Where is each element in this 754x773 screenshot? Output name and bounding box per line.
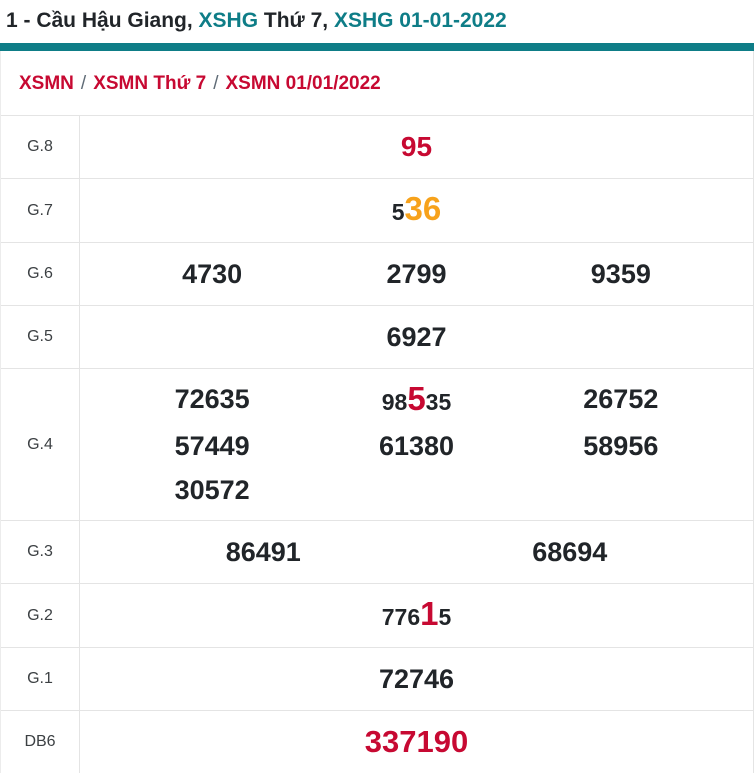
highlighted-digits: 1 bbox=[420, 595, 439, 632]
number-digits: 72635 bbox=[174, 384, 250, 414]
breadcrumb-link-0[interactable]: XSMN bbox=[19, 73, 74, 94]
prize-label: G.6 bbox=[1, 243, 80, 305]
prize-label: G.2 bbox=[1, 584, 80, 647]
prize-values: 337190 bbox=[80, 711, 753, 773]
prize-values: 536 bbox=[80, 179, 753, 242]
number-digits: 98 bbox=[381, 389, 408, 415]
breadcrumb-separator: / bbox=[213, 73, 219, 94]
number-digits: 26752 bbox=[583, 384, 659, 414]
prize-label: G.5 bbox=[1, 306, 80, 368]
prize-number: 58956 bbox=[583, 424, 658, 468]
prize-label: G.8 bbox=[1, 116, 80, 178]
prize-row-g3: G.3 86491 68694 bbox=[1, 520, 753, 583]
prize-number: 61380 bbox=[379, 424, 454, 468]
prize-values: 77615 bbox=[80, 584, 753, 647]
number-digits: 68694 bbox=[532, 537, 608, 567]
prize-label: DB6 bbox=[1, 711, 80, 773]
page-title: 1 - Cầu Hậu Giang, XSHG Thứ 7, XSHG 01-0… bbox=[0, 0, 754, 43]
prize-values: 86491 68694 bbox=[80, 521, 753, 583]
prize-label: G.1 bbox=[1, 648, 80, 710]
number-digits: 57449 bbox=[174, 431, 250, 461]
prize-values: 6927 bbox=[80, 306, 753, 368]
prize-number: 95 bbox=[401, 125, 432, 169]
number-digits: 58956 bbox=[583, 431, 659, 461]
prize-row-db6: DB6 337190 bbox=[1, 710, 753, 773]
highlighted-digits: 36 bbox=[404, 190, 442, 227]
prize-label: G.7 bbox=[1, 179, 80, 242]
prize-row-g6: G.6 4730 2799 9359 bbox=[1, 242, 753, 305]
prize-row-g2: G.2 77615 bbox=[1, 583, 753, 647]
number-digits: 5 bbox=[391, 199, 405, 225]
results-card: XSMN / XSMN Thứ 7 / XSMN 01/01/2022 G.8 95 G.7… bbox=[0, 51, 754, 773]
prize-row-g7: G.7 536 bbox=[1, 178, 753, 242]
prize-label: G.3 bbox=[1, 521, 80, 583]
prize-number: 4730 bbox=[182, 252, 242, 296]
prize-number: 86491 bbox=[226, 530, 301, 574]
prize-row-g8: G.8 95 bbox=[1, 115, 753, 178]
number-digits: 61380 bbox=[378, 431, 455, 461]
breadcrumb-link-1[interactable]: XSMN Thứ 7 bbox=[93, 73, 207, 94]
breadcrumb-separator: / bbox=[80, 73, 87, 94]
number-digits: 30572 bbox=[174, 475, 250, 505]
teal-accent-bar bbox=[0, 43, 754, 51]
prize-row-g4: G.4 72635 98535 26752 57449 61380 58956 30572 bbox=[1, 368, 753, 520]
prize-label: G.4 bbox=[1, 369, 80, 520]
prize-number: 2799 bbox=[386, 252, 446, 296]
prize-values: 4730 2799 9359 bbox=[80, 243, 753, 305]
number-digits: 6927 bbox=[386, 322, 447, 352]
prize-row-g1: G.1 72746 bbox=[1, 647, 753, 710]
number-digits: 2799 bbox=[386, 259, 447, 289]
prize-number: 536 bbox=[392, 187, 442, 234]
prize-number: 72746 bbox=[379, 657, 454, 701]
prize-number: 6927 bbox=[386, 315, 446, 359]
title-link-xshg-date[interactable]: XSHG 01-01-2022 bbox=[333, 9, 507, 32]
results-table: G.8 95 G.7 536 G.6 4730 2799 9359 G.5 6927 G.4 7263… bbox=[1, 115, 753, 773]
number-digits: 9359 bbox=[590, 259, 651, 289]
number-digits: 776 bbox=[381, 604, 421, 630]
number-digits: 35 bbox=[425, 389, 452, 415]
title-text-mid: Thứ 7, bbox=[258, 9, 334, 32]
number-digits: 72746 bbox=[378, 664, 455, 694]
prize-values: 72746 bbox=[80, 648, 753, 710]
breadcrumb-link-2[interactable]: XSMN 01/01/2022 bbox=[225, 73, 381, 94]
prize-number: 26752 bbox=[583, 377, 658, 424]
title-link-xshg[interactable]: XSHG bbox=[198, 9, 259, 32]
prize-number: 9359 bbox=[591, 252, 651, 296]
highlighted-digits: 5 bbox=[407, 380, 426, 417]
highlighted-digits: 337190 bbox=[364, 723, 469, 759]
prize-values: 95 bbox=[80, 116, 753, 178]
prize-number: 98535 bbox=[382, 377, 452, 424]
prize-row-g5: G.5 6927 bbox=[1, 305, 753, 368]
prize-number: 30572 bbox=[175, 468, 250, 512]
prize-values: 72635 98535 26752 57449 61380 58956 30572 bbox=[80, 369, 753, 520]
prize-number: 68694 bbox=[532, 530, 607, 574]
highlighted-digits: 95 bbox=[400, 131, 433, 162]
number-digits: 86491 bbox=[225, 537, 301, 567]
prize-number: 77615 bbox=[382, 592, 452, 639]
prize-number: 72635 bbox=[175, 377, 250, 424]
prize-number: 57449 bbox=[175, 424, 250, 468]
breadcrumb: XSMN / XSMN Thứ 7 / XSMN 01/01/2022 bbox=[1, 51, 753, 115]
prize-number: 337190 bbox=[365, 720, 468, 765]
title-text-prefix: 1 - Cầu Hậu Giang, bbox=[6, 9, 199, 32]
number-digits: 5 bbox=[438, 604, 452, 630]
number-digits: 4730 bbox=[182, 259, 243, 289]
